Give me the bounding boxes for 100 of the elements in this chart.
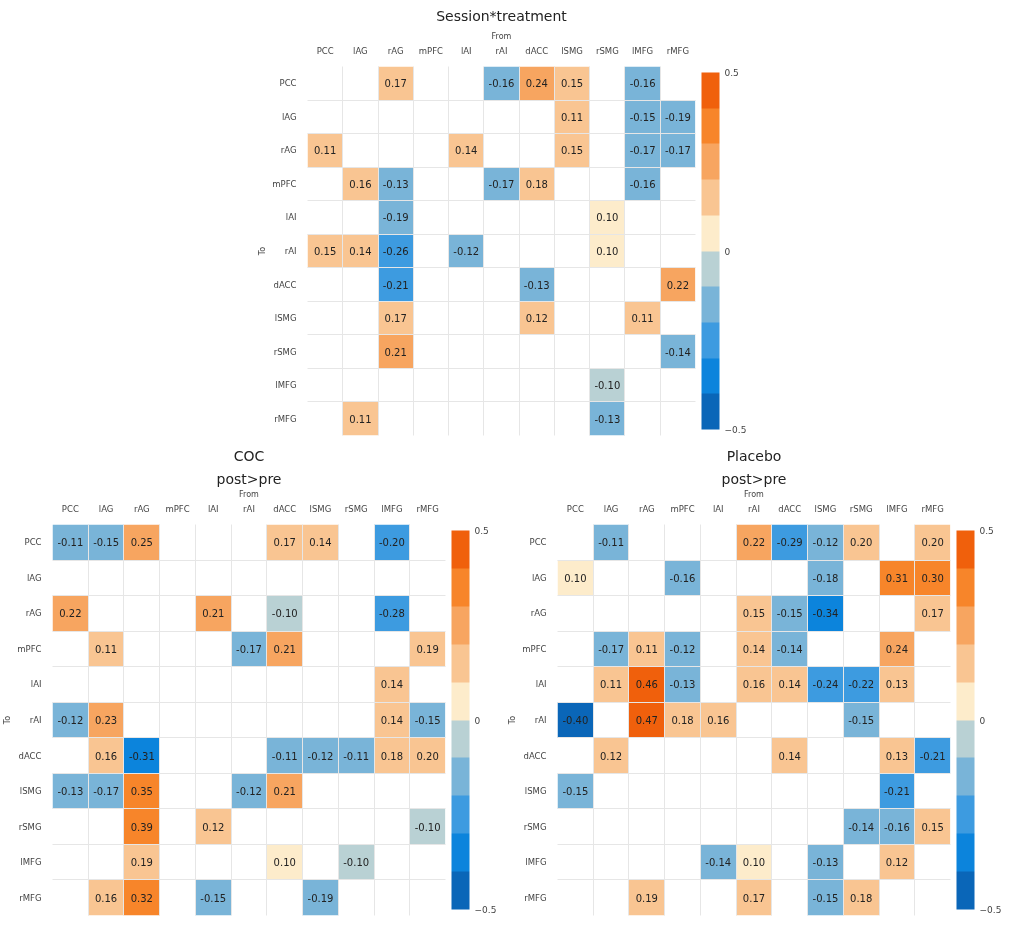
data-label: 0.17 [742, 892, 766, 904]
y-tick-label: lMFG [20, 857, 42, 868]
x-tick-label: PCC [316, 45, 334, 56]
data-label: 0.13 [885, 750, 909, 762]
data-label: 0.16 [707, 715, 730, 726]
data-label: 0.18 [380, 750, 404, 762]
data-label: 0.16 [94, 892, 118, 904]
color-bar-label: −0.5 [724, 425, 747, 435]
data-label: -0.17 [488, 178, 515, 190]
color-bar-label: 0 [979, 715, 986, 726]
data-label: -0.22 [848, 679, 875, 691]
data-label: 0.22 [59, 608, 82, 620]
y-tick-label: PCC [529, 537, 547, 548]
data-label: 0.30 [921, 572, 944, 584]
x-tick-label: PCC [566, 503, 584, 514]
data-label: -0.19 [664, 111, 691, 123]
x-axis-title: From [491, 31, 512, 41]
data-label: 0.10 [742, 857, 766, 869]
data-label: -0.31 [128, 750, 155, 762]
data-label: 0.21 [273, 643, 296, 655]
data-label: -0.14 [664, 346, 691, 358]
x-tick-label: rSMG [344, 503, 368, 514]
data-label: -0.28 [378, 608, 405, 620]
data-label: -0.16 [669, 572, 696, 584]
data-label: 0.10 [596, 212, 619, 224]
data-label: -0.15 [414, 715, 441, 726]
data-label: 0.20 [416, 750, 439, 762]
data-label: -0.13 [669, 679, 696, 691]
y-tick-label: rAI [284, 246, 297, 256]
data-label: 0.16 [94, 750, 118, 762]
data-label: -0.13 [523, 279, 550, 291]
data-label: 0.35 [130, 786, 153, 798]
data-label: 0.22 [742, 537, 766, 549]
data-label: -0.24 [812, 679, 839, 691]
data-label: -0.17 [598, 643, 625, 655]
data-label: 0.20 [921, 537, 944, 549]
y-tick-label: mPFC [522, 643, 547, 654]
x-tick-label: lAG [98, 503, 114, 514]
y-tick-label: lAI [30, 679, 42, 690]
data-label: 0.18 [671, 715, 694, 726]
y-tick-label: lMFG [525, 857, 547, 868]
data-label: -0.14 [848, 821, 875, 833]
data-label: 0.32 [130, 892, 153, 904]
x-tick-label: rMFG [921, 503, 944, 514]
data-label: 0.14 [778, 750, 801, 762]
data-label: -0.16 [629, 178, 656, 190]
data-label: -0.10 [343, 857, 370, 869]
data-label: 0.17 [273, 537, 296, 549]
data-label: 0.11 [635, 643, 658, 655]
y-tick-label: mPFC [272, 178, 297, 189]
data-label: -0.20 [378, 537, 405, 549]
chart-title: Session*treatment [436, 7, 568, 24]
y-tick-label: lAG [26, 572, 42, 583]
y-tick-label: rAG [530, 608, 547, 619]
data-label: 0.31 [885, 572, 909, 584]
y-tick-label: dACC [18, 750, 42, 761]
y-tick-label: rSMG [18, 821, 42, 832]
x-tick-label: rAG [638, 503, 655, 514]
x-tick-label: mPFC [165, 503, 190, 514]
x-tick-label: lAI [207, 503, 219, 514]
y-tick-label: mPFC [17, 643, 42, 654]
data-label: 0.22 [666, 279, 689, 291]
x-tick-label: dACC [778, 503, 802, 514]
data-label: 0.12 [202, 821, 225, 833]
data-label: -0.11 [57, 537, 84, 549]
data-label: -0.40 [562, 715, 589, 726]
y-tick-label: lAI [535, 679, 547, 690]
data-label: -0.15 [562, 786, 589, 798]
data-label: 0.11 [560, 111, 584, 123]
data-label: 0.12 [885, 857, 909, 869]
color-bar-label: 0.5 [474, 526, 489, 536]
x-tick-label: rSMG [595, 45, 619, 56]
y-tick-label: rMFG [19, 892, 42, 903]
y-tick-label: rMFG [524, 892, 547, 903]
y-tick-label: PCC [24, 537, 42, 548]
data-label: 0.14 [778, 679, 801, 691]
data-label: -0.12 [453, 246, 480, 257]
chart-subtitle: post>pre [216, 470, 282, 487]
x-tick-label: lAG [603, 503, 619, 514]
y-tick-label: dACC [273, 279, 297, 290]
y-tick-label: lAI [285, 212, 297, 223]
chart-subtitle: post>pre [721, 470, 787, 487]
data-label: -0.12 [812, 537, 839, 549]
y-tick-label: lSMG [524, 786, 547, 797]
x-axis-title: From [239, 489, 260, 499]
data-label: 0.24 [885, 643, 909, 655]
y-tick-label: lSMG [274, 313, 297, 324]
data-label: -0.10 [594, 380, 621, 392]
x-tick-label: mPFC [670, 503, 695, 514]
data-label: 0.18 [525, 178, 548, 190]
data-label: -0.11 [598, 537, 625, 549]
data-label: 0.16 [349, 178, 372, 190]
data-label: -0.15 [93, 537, 120, 549]
data-label: 0.39 [130, 821, 153, 833]
data-label: 0.10 [273, 857, 296, 869]
x-tick-label: lSMG [561, 45, 583, 56]
data-label: -0.21 [883, 786, 910, 798]
color-bar-label: 0 [474, 715, 481, 726]
data-label: -0.18 [812, 572, 839, 584]
data-label: -0.15 [848, 715, 875, 726]
